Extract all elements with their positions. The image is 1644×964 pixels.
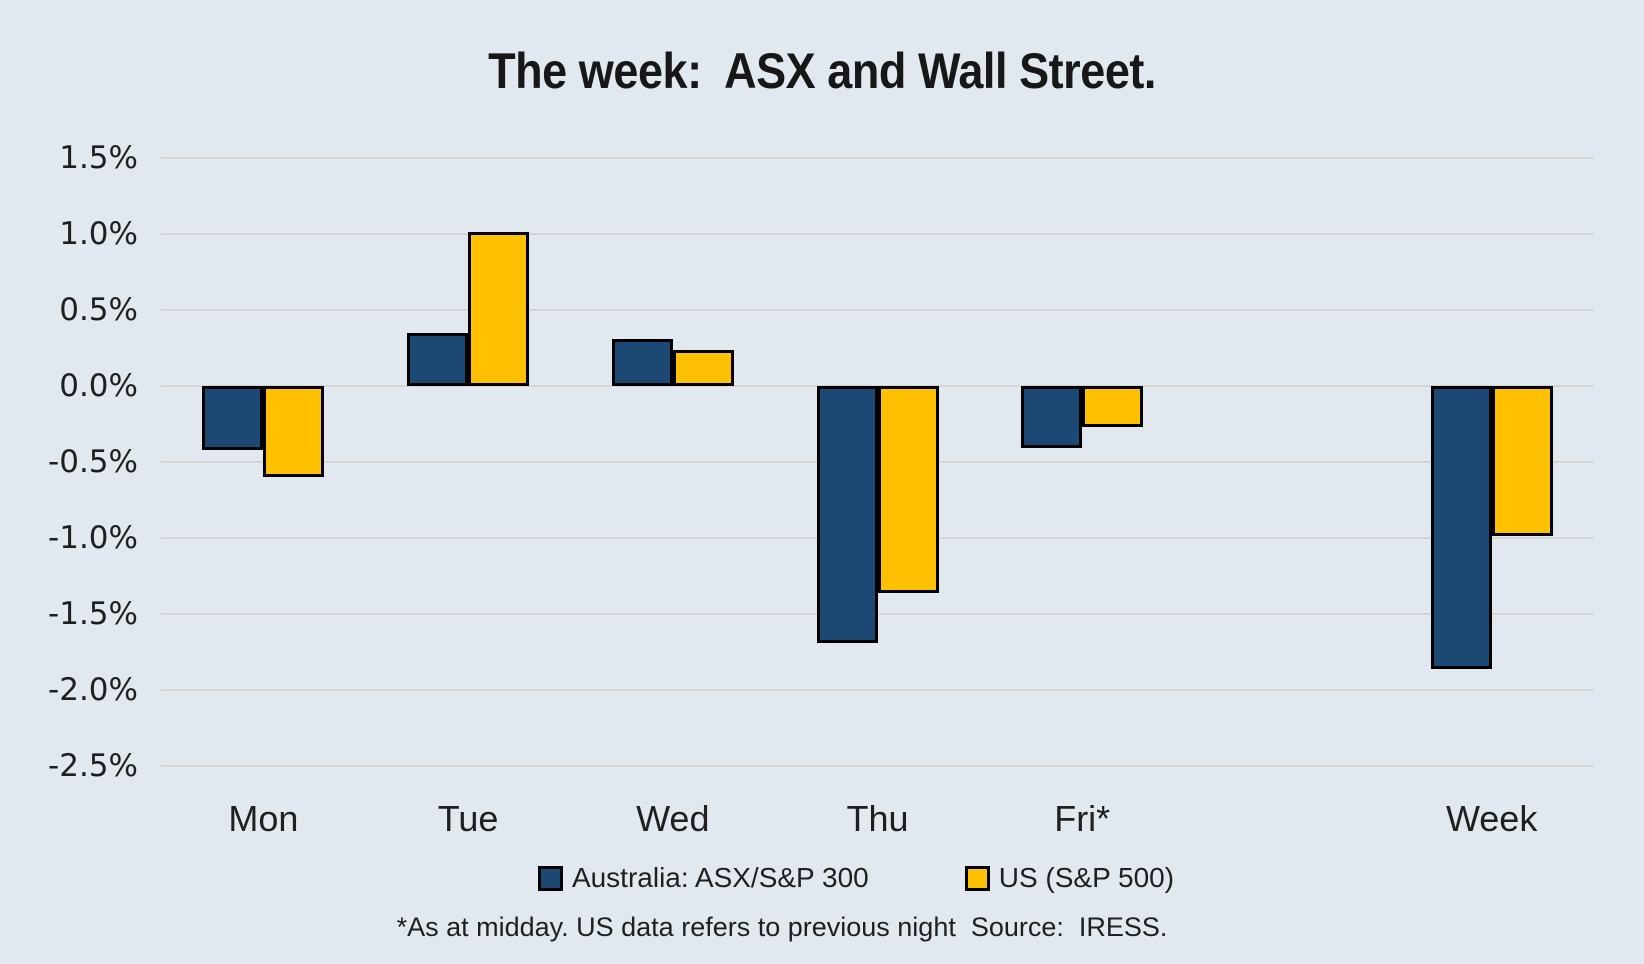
y-tick-label: 0.0% xyxy=(59,368,138,404)
x-tick-label-thu: Thu xyxy=(846,798,909,839)
title-row: The week: ASX and Wall Street. xyxy=(0,42,1644,100)
bar-tue-asx xyxy=(407,332,469,386)
bar-mon-asx xyxy=(202,386,264,450)
gridline xyxy=(161,233,1594,235)
bar-mon-sp500 xyxy=(263,386,325,478)
x-tick-label-week: Week xyxy=(1445,798,1538,839)
x-tick-label-wed: Wed xyxy=(636,798,710,839)
x-tick-label-mon: Mon xyxy=(228,798,299,839)
legend-swatch-australia xyxy=(537,865,563,891)
gridline xyxy=(161,309,1594,311)
x-tick-label-tue: Tue xyxy=(437,798,499,839)
y-tick-label: 1.0% xyxy=(59,216,138,252)
legend-item-australia: Australia: ASX/S&P 300 xyxy=(537,862,869,894)
legend: Australia: ASX/S&P 300 US (S&P 500) xyxy=(34,862,1644,894)
bar-wed-sp500 xyxy=(672,349,734,386)
bar-wed-asx xyxy=(611,338,673,386)
y-tick-label: -2.0% xyxy=(48,672,138,708)
footnote: *As at midday. US data refers to previou… xyxy=(396,912,1168,942)
y-tick-label: -1.5% xyxy=(48,596,138,632)
chart-title: The week: ASX and Wall Street. xyxy=(488,43,1156,99)
bar-fri-sp500 xyxy=(1082,386,1144,428)
legend-item-us: US (S&P 500) xyxy=(964,862,1175,894)
bar-fri-asx xyxy=(1021,386,1083,449)
bar-thu-asx xyxy=(816,386,878,643)
gridline xyxy=(161,765,1594,767)
gridline xyxy=(161,689,1594,691)
bar-week-sp500 xyxy=(1491,386,1553,537)
legend-label-australia: Australia: ASX/S&P 300 xyxy=(571,862,869,893)
bar-tue-sp500 xyxy=(468,232,530,386)
plot-area: Mon Tue Wed Thu Fri* Week xyxy=(161,157,1594,839)
bar-week-asx xyxy=(1430,386,1492,669)
y-tick-label: -2.5% xyxy=(48,748,138,784)
y-tick-label: -0.5% xyxy=(48,444,138,480)
legend-label-us: US (S&P 500) xyxy=(998,862,1175,893)
y-tick-label: 0.5% xyxy=(59,292,138,328)
gridline xyxy=(161,613,1594,615)
legend-swatch-us xyxy=(964,865,990,891)
x-tick-label-fri: Fri* xyxy=(1054,798,1111,839)
y-tick-label: 1.5% xyxy=(59,140,138,176)
gridline xyxy=(161,157,1594,159)
bar-thu-sp500 xyxy=(877,386,939,593)
y-tick-label: -1.0% xyxy=(48,520,138,556)
